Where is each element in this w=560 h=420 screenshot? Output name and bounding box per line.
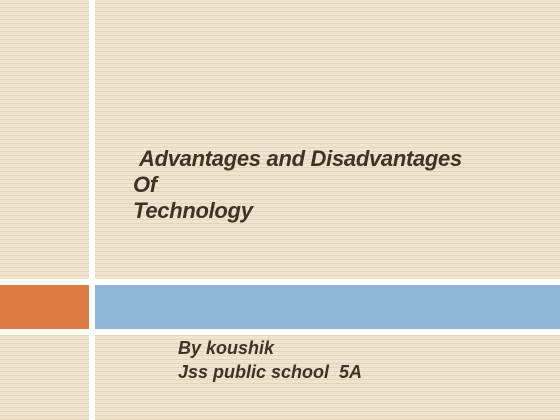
blue-accent-band <box>95 285 560 329</box>
horizontal-divider-bottom <box>0 329 560 335</box>
slide-title: Advantages and Disadvantages Of Technolo… <box>133 146 553 224</box>
slide-title-line-1: Advantages and Disadvantages <box>139 146 462 171</box>
school-line: Jss public school 5A <box>178 362 363 382</box>
author-line: By koushik <box>178 338 275 358</box>
vertical-divider-line <box>89 0 95 420</box>
slide-title-line-3: Technology <box>133 198 253 223</box>
horizontal-divider-top <box>0 279 560 285</box>
slide-subtitle: By koushik Jss public school 5A <box>178 336 538 384</box>
slide-title-line-2: Of <box>133 172 157 197</box>
orange-accent-block <box>0 285 89 329</box>
